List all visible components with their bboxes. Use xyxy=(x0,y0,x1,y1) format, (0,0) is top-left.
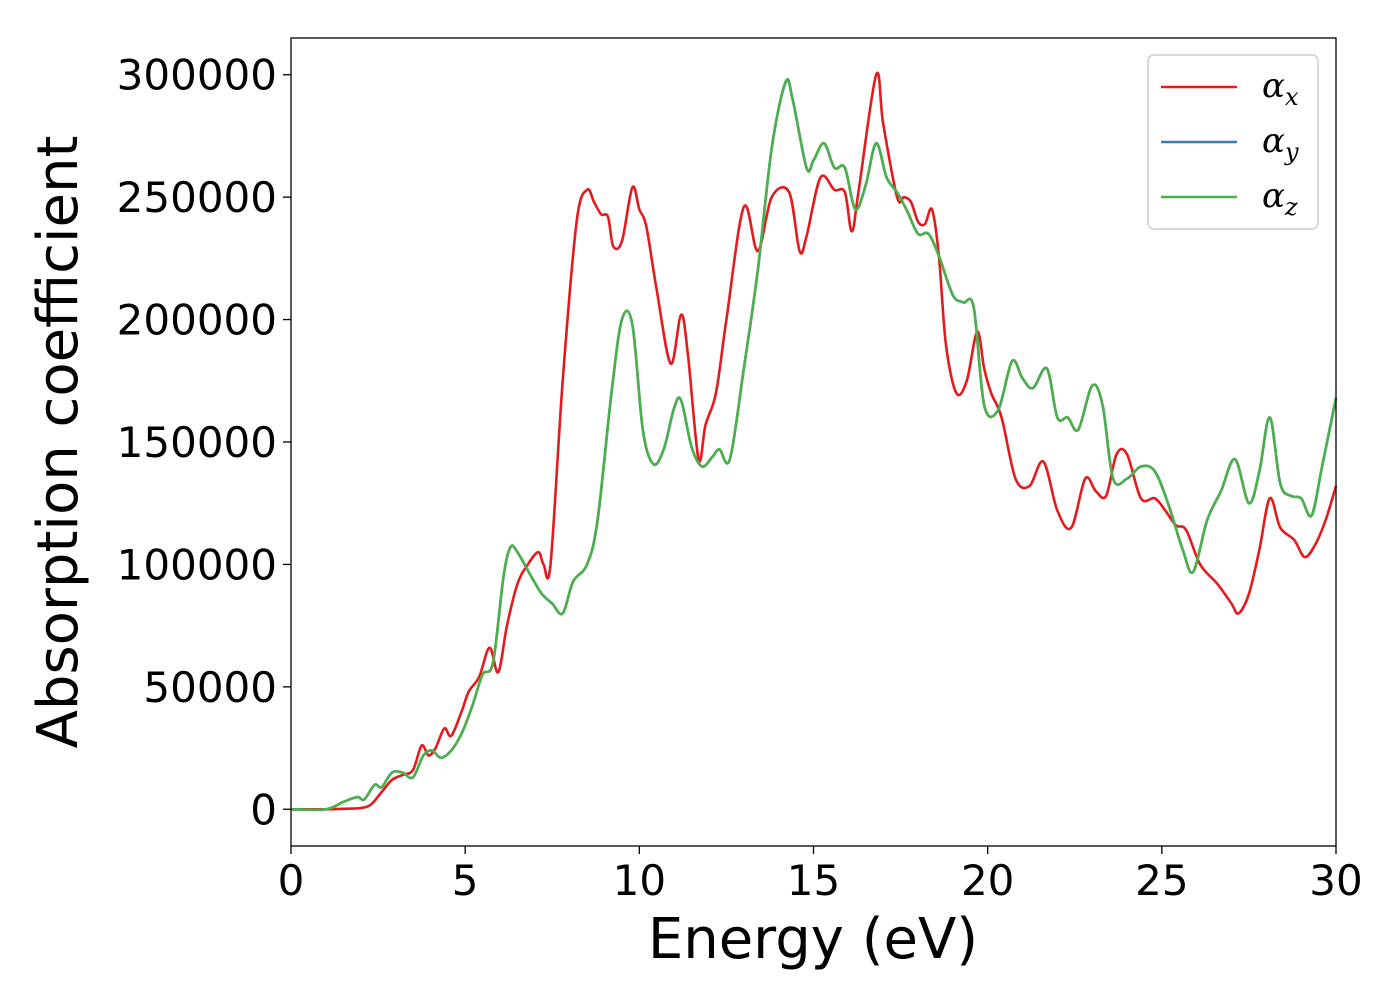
legend: αx αy αz xyxy=(1147,54,1319,230)
y-tick-label: 200000 xyxy=(117,296,277,345)
x-tick-label: 30 xyxy=(1309,856,1362,905)
legend-label-alpha-y: αy xyxy=(1262,121,1299,166)
series-layer xyxy=(290,71,1338,812)
x-tick-label: 25 xyxy=(1135,856,1188,905)
x-tick-label: 15 xyxy=(787,856,840,905)
y-tick-label: 150000 xyxy=(117,418,277,467)
y-tick-label: 300000 xyxy=(117,51,277,100)
x-tick-label: 20 xyxy=(961,856,1014,905)
x-tick-label: 0 xyxy=(278,856,305,905)
y-axis-title: Absorption coefficient xyxy=(26,136,91,749)
y-axis-ticks: 0 50000 100000 150000 200000 250000 300000 xyxy=(117,51,291,834)
y-tick-label: 100000 xyxy=(117,540,277,589)
y-tick-label: 250000 xyxy=(117,173,277,222)
x-axis-title: Energy (eV) xyxy=(648,907,978,972)
series-line-alpha-x xyxy=(290,71,1338,811)
x-tick-label: 10 xyxy=(613,856,666,905)
x-tick-label: 5 xyxy=(452,856,479,905)
x-axis-ticks: 0 5 10 15 20 25 30 xyxy=(278,846,1363,905)
y-tick-label: 50000 xyxy=(143,663,277,712)
y-tick-label: 0 xyxy=(250,785,277,834)
series-line-alpha-z xyxy=(290,77,1338,812)
legend-label-alpha-x: αx xyxy=(1262,66,1299,111)
legend-label-alpha-z: αz xyxy=(1262,176,1298,221)
